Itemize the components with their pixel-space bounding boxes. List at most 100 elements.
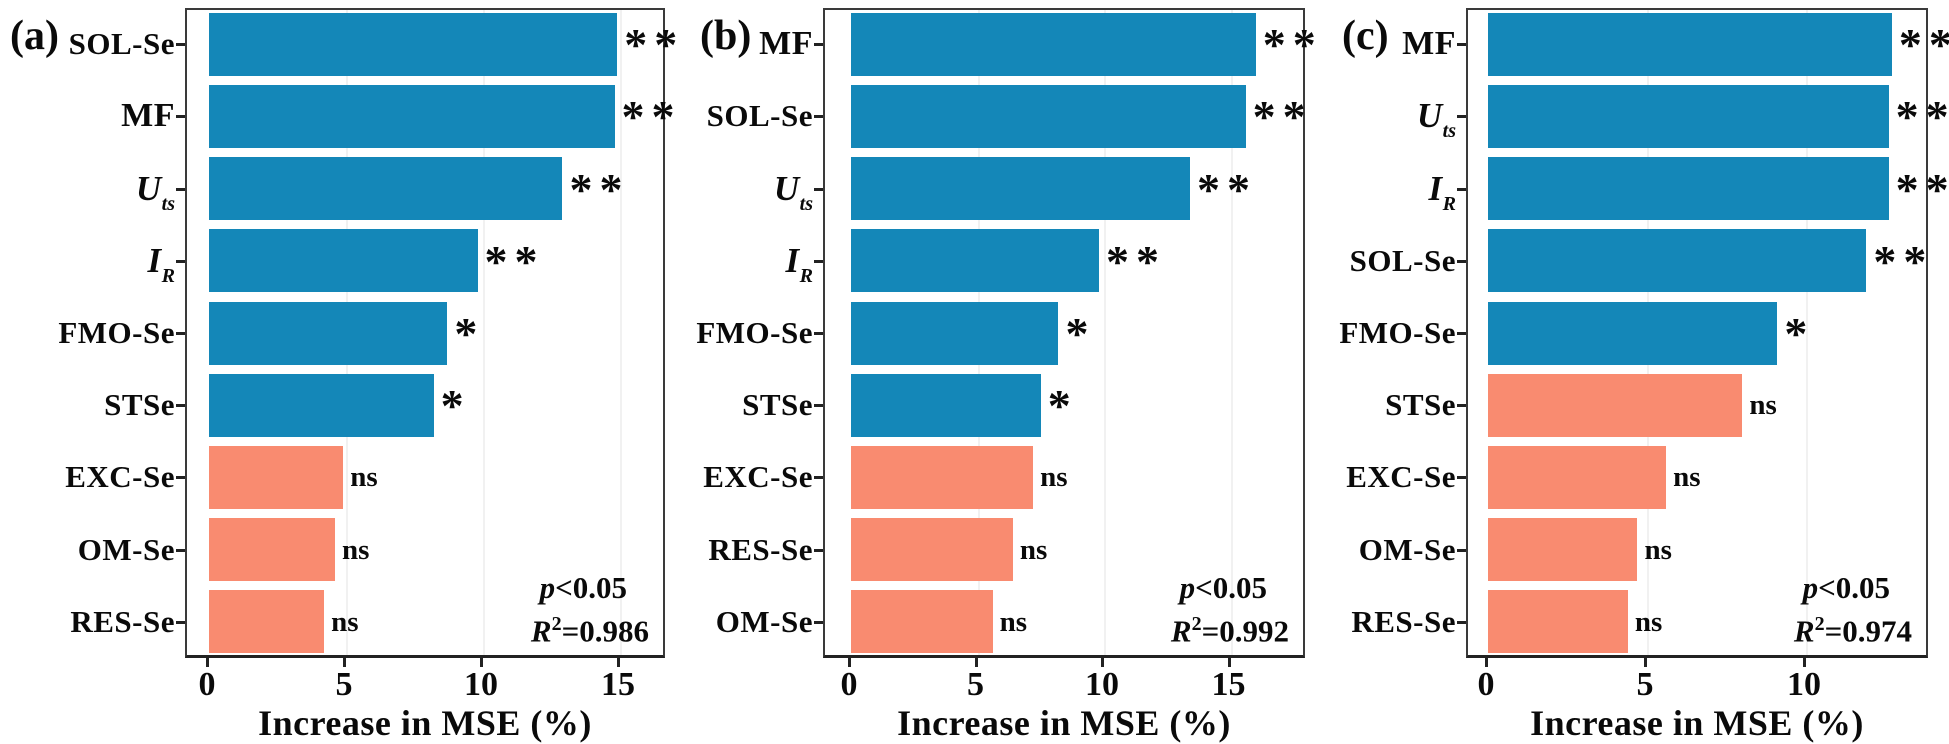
bar-row-SOL-Se: ** [187,12,677,76]
x-tick-label-10: 10 [1085,666,1119,703]
bar-U [1488,84,1889,148]
x-tick-label-10: 10 [464,666,498,703]
category-label-EXC-Se: EXC-Se [703,459,813,495]
category-label-U: Uts [1416,96,1456,143]
r-squared-text: R2=0.974 [1793,612,1912,648]
significance-stars: ** [1895,91,1949,143]
bar-row-I: ** [1468,157,1949,221]
bar-row-U: ** [1468,84,1949,148]
x-tick-10 [1101,658,1104,667]
gridline-5 [977,10,980,655]
x-tick-label-5: 5 [335,666,353,703]
category-label-STSe: STSe [1385,387,1456,423]
x-tick-label-5: 5 [1636,666,1654,703]
bar-SOL-Se [1488,229,1867,293]
category-label-FMO-Se: FMO-Se [1339,315,1456,350]
y-tick [176,259,185,263]
ns-marker: ns [331,605,359,638]
y-tick [176,187,185,191]
category-label-OM-Se: OM-Se [77,531,175,567]
x-tick-0 [848,658,851,667]
ns-marker: ns [1634,605,1663,638]
bar-RES-Se [851,518,1013,582]
bar-row-OM-Se: ns [187,518,663,582]
plot-area-a: ** ** ** ** * * ns ns ns p<0.05 R2=0.986 [185,8,677,658]
bar-row-MF: ** [825,12,1316,76]
y-tick [1457,476,1466,480]
y-tick [814,548,823,552]
category-label-SOL-Se: SOL-Se [68,26,175,62]
significance-stars: ** [1873,235,1934,287]
y-tick [814,620,823,624]
category-label-EXC-Se: EXC-Se [1346,459,1456,495]
bar-row-EXC-Se: ns [1468,445,1926,509]
category-label-EXC-Se: EXC-Se [65,459,175,495]
category-label-MF: MF [759,25,813,63]
significance-stars: ** [624,19,685,71]
panel-letter-b: (b) [700,13,752,59]
significance-stars: ** [1197,163,1258,215]
y-tick [814,476,823,480]
x-tick-label-0: 0 [198,666,216,703]
x-axis-title: Increase in MSE (%) [1530,703,1864,743]
x-tick-label-10: 10 [1787,666,1821,703]
y-tick [1457,332,1466,335]
category-label-U: Uts [773,168,813,215]
ns-marker: ns [1749,389,1777,422]
category-label-STSe: STSe [104,387,175,423]
y-tick [176,332,185,335]
category-label-I: IR [785,240,813,287]
x-axis-title: Increase in MSE (%) [258,703,592,743]
bar-EXC-Se [1488,445,1667,509]
y-tick [814,115,823,119]
bar-STSe [851,373,1041,437]
bar-STSe [209,373,434,437]
x-tick-label-0: 0 [840,666,858,703]
significance-stars: ** [621,91,682,143]
bar-row-I: ** [825,229,1303,293]
bar-row-MF: ** [1468,12,1949,76]
y-tick [176,115,185,119]
ns-marker: ns [342,533,370,566]
bar-row-RES-Se: ns [1468,590,1926,654]
significance-stars: * [1065,308,1096,359]
gridline-15 [620,10,622,655]
bar-row-STSe: * [187,373,663,437]
y-tick [1457,620,1466,624]
category-label-I: IR [147,240,175,287]
bar-row-EXC-Se: ns [825,445,1303,509]
significance-stars: ** [1262,19,1323,71]
significance-stars: * [1784,308,1815,359]
bar-I [209,229,478,293]
significance-stars: ** [1898,19,1949,71]
x-tick-0 [1485,658,1488,667]
ns-marker: ns [1019,533,1048,566]
bar-EXC-Se [851,445,1034,509]
x-axis-title: Increase in MSE (%) [897,703,1231,743]
x-tick-5 [343,658,346,667]
y-tick [176,620,185,624]
y-tick [814,43,823,47]
category-label-MF: MF [121,97,175,135]
p-value-text: p<0.05 [1802,569,1890,605]
bar-row-OM-Se: ns [1468,518,1926,582]
ns-marker: ns [1673,461,1701,494]
y-tick [176,43,185,47]
x-tick-label-15: 15 [601,666,635,703]
bar-FMO-Se [209,301,448,365]
bar-MF [209,84,615,148]
panel-letter-a: (a) [10,13,59,59]
y-tick [1457,259,1466,263]
y-tick [1457,548,1466,552]
stats-annotation: p<0.05 R2=0.992 [1171,569,1289,649]
x-tick-10 [1803,658,1806,667]
y-tick [814,187,823,191]
gridline-10 [1104,10,1106,655]
ns-marker: ns [350,461,378,494]
y-tick [176,476,185,480]
ns-marker: ns [1644,533,1672,566]
x-tick-label-15: 15 [1211,666,1246,703]
